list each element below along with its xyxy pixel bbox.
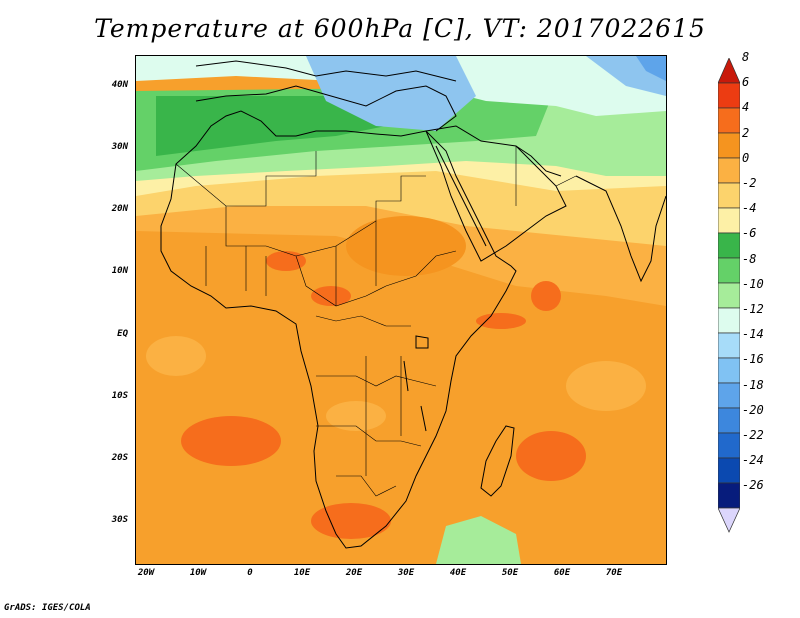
persian-gulf bbox=[515, 145, 562, 177]
temperature-map bbox=[135, 55, 667, 565]
border-9 bbox=[335, 221, 377, 306]
colorbar-label: -22 bbox=[742, 428, 764, 442]
colorbar-segment bbox=[718, 382, 740, 409]
coastline-layer bbox=[160, 60, 666, 549]
lake-malawi bbox=[420, 405, 427, 432]
colorbar-label: 6 bbox=[742, 75, 750, 90]
colorbar-label: 8 bbox=[742, 50, 750, 64]
warm-patch-north-central bbox=[346, 216, 466, 276]
mediterranean-coast bbox=[195, 85, 457, 132]
country-borders bbox=[175, 146, 577, 497]
lat-label-30s: 30S bbox=[111, 515, 128, 525]
light-patch-atlantic bbox=[146, 336, 206, 376]
warm-patch-arabian-sea bbox=[531, 281, 561, 311]
lat-label-20n: 20N bbox=[111, 204, 128, 214]
colorbar-segment bbox=[718, 457, 740, 484]
border-3 bbox=[295, 250, 457, 307]
lat-label-30n: 30N bbox=[111, 142, 128, 152]
border-6 bbox=[316, 425, 422, 447]
border-4 bbox=[315, 315, 411, 327]
colorbar-label: -10 bbox=[742, 276, 764, 291]
border-8 bbox=[205, 246, 267, 296]
colorbar-label: 4 bbox=[742, 100, 750, 115]
colorbar-segment bbox=[718, 332, 740, 359]
lat-label-20s: 20S bbox=[111, 453, 128, 463]
warm-patch-south-africa bbox=[311, 503, 391, 539]
warm-patch-horn bbox=[476, 313, 526, 329]
map-title: Temperature at 600hPa [C], VT: 201702261… bbox=[94, 14, 706, 43]
credit-text: GrADS: IGES/COLA bbox=[4, 603, 91, 613]
lon-label-0: 0 bbox=[247, 568, 253, 578]
colorbar-segment bbox=[718, 207, 740, 234]
colorbar-segment bbox=[718, 257, 740, 284]
india-coast bbox=[575, 175, 666, 283]
africa-coastline bbox=[160, 110, 517, 549]
lon-label-10w: 10W bbox=[189, 568, 207, 578]
colorbar-segment bbox=[718, 282, 740, 309]
madagascar-coastline bbox=[480, 425, 515, 497]
lon-label-40e: 40E bbox=[449, 568, 467, 578]
colorbar-arrow-bottom bbox=[718, 507, 740, 533]
red-sea bbox=[435, 145, 487, 247]
field-band-very-cold bbox=[636, 56, 666, 81]
field-band-cool-cyan bbox=[136, 56, 666, 116]
warm-patch-west-africa bbox=[311, 286, 351, 306]
colorbar-segment bbox=[718, 482, 740, 509]
colorbar-segment bbox=[718, 107, 740, 134]
lat-label-40n: 40N bbox=[111, 80, 128, 90]
border-5 bbox=[316, 375, 437, 387]
colorbar-label: -20 bbox=[742, 402, 764, 417]
border-11 bbox=[515, 146, 577, 206]
colorbar-segment bbox=[718, 182, 740, 209]
lon-label-30e: 30E bbox=[397, 568, 415, 578]
lon-label-50e: 50E bbox=[501, 568, 519, 578]
warm-patch-atlantic bbox=[181, 416, 281, 466]
field-band-green-light-southeast bbox=[436, 516, 521, 564]
lon-label-20w: 20W bbox=[137, 568, 155, 578]
colorbar-label: -24 bbox=[742, 453, 764, 468]
colorbar-segment bbox=[718, 132, 740, 159]
colorbar-segment bbox=[718, 407, 740, 434]
border-7 bbox=[336, 475, 397, 497]
colorbar-label: -12 bbox=[742, 302, 764, 316]
map-canvas bbox=[136, 56, 666, 564]
lat-label-eq: EQ bbox=[117, 329, 128, 339]
lat-label-10n: 10N bbox=[111, 266, 128, 276]
light-patch-indian-ocean bbox=[566, 361, 646, 411]
colorbar-label: -2 bbox=[742, 176, 757, 190]
colorbar-label: -26 bbox=[742, 478, 764, 493]
arabian-peninsula bbox=[425, 125, 567, 262]
colorbar-segment bbox=[718, 157, 740, 184]
border-1 bbox=[175, 151, 317, 207]
lon-label-60e: 60E bbox=[553, 568, 571, 578]
colorbar-label: -8 bbox=[742, 251, 757, 266]
light-patch-angola bbox=[326, 401, 386, 431]
lat-label-10s: 10S bbox=[111, 391, 128, 401]
colorbar-label: -16 bbox=[742, 352, 764, 367]
colorbar-label: 0 bbox=[742, 150, 750, 165]
colorbar-segment bbox=[718, 307, 740, 334]
colorbar-arrow-top bbox=[718, 58, 740, 84]
field-band-green-dark bbox=[156, 96, 386, 156]
colorbar-label: -14 bbox=[742, 327, 764, 342]
lon-label-10e: 10E bbox=[293, 568, 311, 578]
colorbar-label: -18 bbox=[742, 377, 764, 392]
colorbar-segment bbox=[718, 357, 740, 384]
europe-coast bbox=[195, 60, 457, 82]
colorbar-label: -6 bbox=[742, 226, 757, 241]
colorbar-segment bbox=[718, 82, 740, 109]
lake-victoria bbox=[415, 335, 429, 349]
colorbar-segment bbox=[718, 232, 740, 259]
colorbar-label: -4 bbox=[742, 201, 757, 216]
colorbar-segment bbox=[718, 432, 740, 459]
border-10 bbox=[365, 356, 402, 476]
colorbar bbox=[718, 58, 740, 533]
lon-label-70e: 70E bbox=[605, 568, 623, 578]
lon-label-20e: 20E bbox=[345, 568, 363, 578]
lake-tanganyika bbox=[403, 360, 409, 392]
colorbar-label: 2 bbox=[742, 125, 750, 140]
warm-patch-madagascar-east bbox=[516, 431, 586, 481]
